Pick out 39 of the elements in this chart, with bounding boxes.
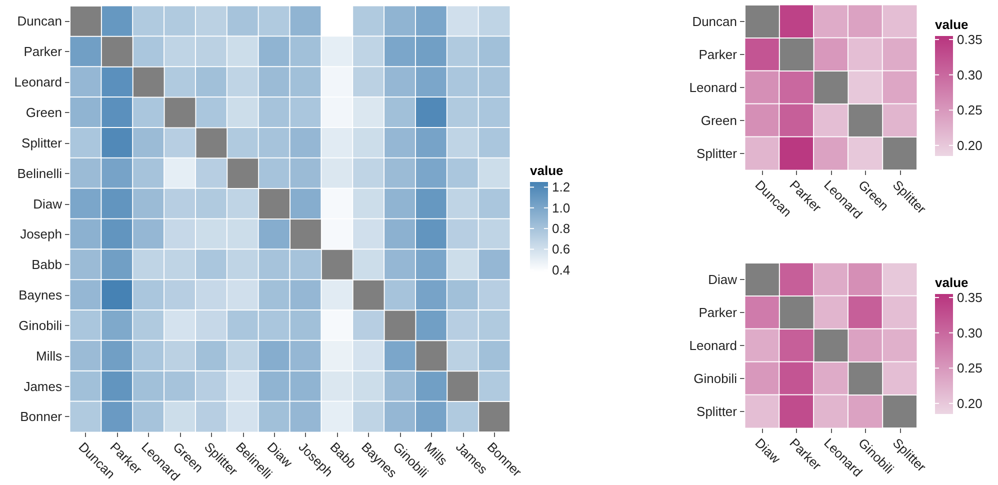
y-tick-label: James — [24, 378, 62, 394]
y-tick-label: Ginobili — [694, 371, 738, 386]
legend-title: value — [935, 275, 968, 290]
color-bar-label: 0.8 — [552, 221, 570, 236]
color-bar-label: 0.20 — [957, 138, 982, 153]
y-tick-label: Parker — [24, 44, 63, 60]
y-tick-label: Duncan — [692, 14, 737, 29]
color-bar-label: 0.6 — [552, 242, 570, 257]
y-tick-label: Leonard — [14, 74, 62, 90]
y-tick-label: Duncan — [17, 14, 62, 29]
y-tick-label: Baynes — [18, 288, 62, 303]
legend-title: value — [530, 163, 564, 178]
color-bar-label: 0.25 — [957, 102, 982, 118]
y-tick-label: Splitter — [696, 146, 738, 161]
color-bar-label: 0.20 — [957, 396, 982, 411]
y-tick-label: Belinelli — [17, 166, 62, 181]
color-bar-label: 0.30 — [957, 67, 982, 82]
y-tick-label: Splitter — [22, 135, 63, 150]
color-bar-label: 0.35 — [957, 290, 982, 306]
y-tick-label: Splitter — [696, 404, 738, 419]
y-tick-label: Mills — [36, 348, 62, 364]
y-tick-label: Green — [26, 104, 62, 120]
color-bar-label: 1.0 — [552, 200, 570, 216]
color-bar-label: 0.35 — [957, 32, 982, 48]
y-tick-label: Diaw — [708, 272, 738, 287]
color-bar-label: 0.25 — [957, 360, 982, 376]
y-tick-label: Parker — [698, 305, 738, 320]
y-tick-label: Leonard — [689, 80, 737, 95]
y-tick-label: Leonard — [689, 338, 737, 353]
y-tick-label: Parker — [698, 47, 738, 62]
color-bar-label: 0.30 — [957, 325, 982, 340]
color-bar-label: 0.4 — [552, 262, 570, 278]
y-tick-label: Ginobili — [18, 318, 62, 333]
y-tick-label: Joseph — [20, 226, 62, 242]
y-tick-label: Babb — [32, 257, 62, 272]
legend-title: value — [935, 17, 968, 32]
y-tick-label: Green — [700, 113, 737, 128]
y-tick-label: Bonner — [20, 409, 63, 424]
color-bar-label: 1.2 — [552, 180, 570, 195]
